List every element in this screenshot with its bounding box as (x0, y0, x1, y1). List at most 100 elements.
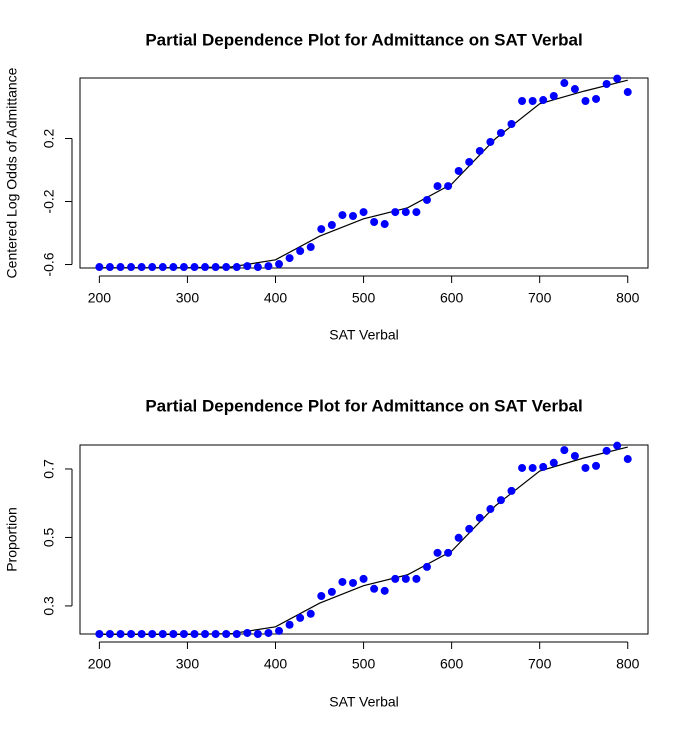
point (105, 263, 114, 272)
point (232, 263, 241, 272)
fitted-curve (99, 79, 628, 269)
point (285, 254, 294, 263)
point (486, 505, 495, 514)
point (148, 630, 157, 638)
point (370, 584, 379, 593)
point (475, 146, 484, 155)
point (317, 591, 326, 600)
x-tick-label: 300 (176, 656, 200, 672)
point (275, 260, 284, 269)
y-tick-label: 0.7 (41, 459, 57, 479)
point (137, 263, 146, 272)
point (148, 263, 157, 272)
point (127, 263, 136, 272)
point (496, 128, 505, 137)
point (518, 97, 527, 106)
point (243, 262, 252, 271)
point (105, 630, 114, 638)
x-tick-label: 500 (352, 656, 376, 672)
point (412, 574, 421, 583)
point (570, 451, 579, 460)
chart-title: Partial Dependence Plot for Admittance o… (145, 30, 582, 49)
point (592, 94, 601, 103)
x-tick-label: 800 (616, 656, 640, 672)
point (380, 586, 389, 595)
y-tick-label: 0.5 (41, 528, 57, 548)
point (412, 208, 421, 217)
point (348, 212, 357, 221)
point (179, 263, 188, 272)
point (179, 630, 188, 638)
x-tick-label: 600 (440, 656, 464, 672)
point (232, 630, 241, 638)
x-tick-label: 200 (88, 290, 112, 306)
point (465, 524, 474, 533)
y-tick-label: 0.3 (41, 596, 57, 616)
point (475, 513, 484, 522)
point (401, 574, 410, 583)
point (539, 96, 548, 105)
point (528, 463, 537, 472)
point (95, 263, 104, 272)
point (201, 630, 210, 638)
point (222, 263, 231, 272)
point (158, 630, 167, 638)
point (296, 613, 305, 622)
point (338, 211, 347, 220)
point (370, 217, 379, 226)
point (623, 88, 632, 97)
x-tick-label: 700 (528, 656, 552, 672)
y-tick-label: -0.6 (41, 252, 57, 276)
point (95, 630, 104, 638)
point (549, 458, 558, 467)
point (486, 137, 495, 146)
point (306, 609, 315, 618)
point (306, 243, 315, 252)
point (327, 587, 336, 596)
point (158, 263, 167, 272)
y-tick-label: 0.2 (41, 129, 57, 149)
point (169, 630, 178, 638)
point (338, 577, 347, 586)
plot-box (79, 77, 649, 269)
point (116, 263, 125, 272)
point (222, 630, 231, 638)
point (401, 208, 410, 217)
point (296, 246, 305, 255)
point (518, 463, 527, 472)
point (327, 220, 336, 229)
point (507, 120, 516, 129)
point (433, 182, 442, 191)
point (285, 620, 294, 629)
point (391, 574, 400, 583)
point (454, 533, 463, 542)
chart: Partial Dependence Plot for Admittance o… (4, 30, 649, 343)
point (190, 263, 199, 272)
point (359, 574, 368, 583)
point (380, 220, 389, 229)
point (422, 195, 431, 204)
point (623, 455, 632, 464)
fitted-curve (99, 446, 628, 635)
point (264, 628, 273, 637)
point (602, 79, 611, 88)
point (549, 91, 558, 100)
point (454, 166, 463, 175)
y-axis-label: Centered Log Odds of Admittance (4, 67, 20, 278)
y-tick-label: -0.2 (41, 189, 57, 213)
point (422, 562, 431, 571)
x-tick-label: 600 (440, 290, 464, 306)
point (465, 157, 474, 166)
point (570, 85, 579, 94)
x-axis-label: SAT Verbal (329, 694, 399, 710)
x-tick-label: 200 (88, 656, 112, 672)
point (243, 628, 252, 637)
point (201, 263, 210, 272)
point (190, 630, 199, 638)
point (169, 263, 178, 272)
point (359, 208, 368, 217)
point (613, 441, 622, 450)
point (391, 208, 400, 217)
